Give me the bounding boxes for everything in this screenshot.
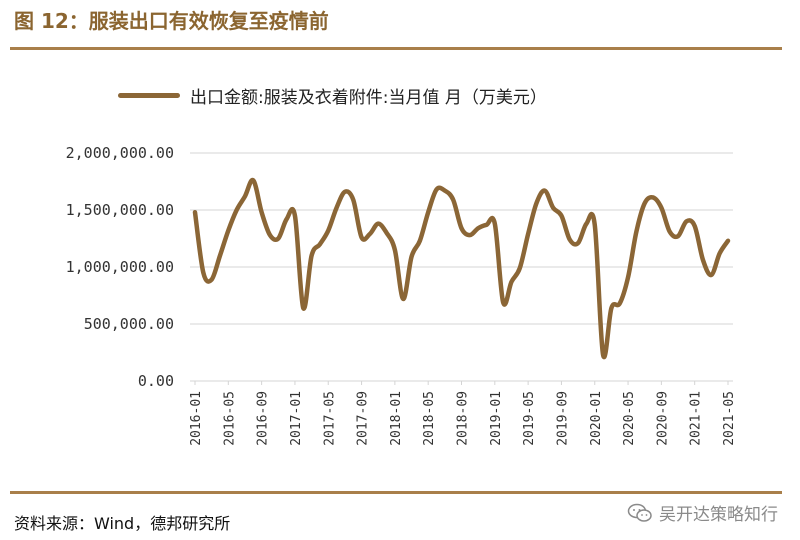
bottom-rule bbox=[10, 491, 782, 494]
x-tick-label: 2018-05 bbox=[422, 391, 437, 446]
x-tick-label: 2019-05 bbox=[522, 391, 537, 446]
figure-title: 图 12：服装出口有效恢复至疫情前 bbox=[14, 9, 329, 33]
legend-label: 出口金额:服装及衣着附件:当月值 月（万美元） bbox=[190, 87, 547, 108]
y-tick-label: 1,000,000.00 bbox=[66, 258, 174, 276]
y-tick-label: 2,000,000.00 bbox=[66, 144, 174, 162]
y-tick-label: 0.00 bbox=[138, 372, 174, 390]
watermark: 吴开达策略知行 bbox=[627, 500, 778, 525]
top-rule bbox=[10, 47, 782, 50]
x-tick-label: 2021-01 bbox=[689, 391, 704, 446]
series-layer bbox=[192, 177, 731, 360]
source-note: 资料来源：Wind，德邦研究所 bbox=[14, 514, 231, 533]
y-axis-tick-labels: 0.00 500,000.00 1,000,000.00 1,500,000.00 2,… bbox=[66, 144, 174, 390]
x-tick-label: 2020-05 bbox=[622, 391, 637, 446]
x-tick-label: 2016-01 bbox=[189, 391, 204, 446]
legend: 出口金额:服装及衣着附件:当月值 月（万美元） bbox=[118, 80, 547, 110]
x-tick-label: 2017-09 bbox=[356, 391, 371, 446]
x-tick-label: 2018-01 bbox=[389, 391, 404, 446]
watermark-label: 吴开达策略知行 bbox=[659, 505, 778, 525]
y-tick-label: 500,000.00 bbox=[84, 315, 174, 333]
x-tick-label: 2018-09 bbox=[456, 391, 471, 446]
x-tick-label: 2019-01 bbox=[489, 391, 504, 446]
legend-swatch bbox=[118, 92, 180, 98]
x-tick-label: 2020-01 bbox=[589, 391, 604, 446]
y-tick-label: 1,500,000.00 bbox=[66, 201, 174, 219]
wechat-icon bbox=[627, 503, 652, 522]
x-tick-label: 2017-01 bbox=[289, 391, 304, 446]
x-tick-label: 2020-09 bbox=[655, 391, 670, 446]
x-tick-label: 2017-05 bbox=[322, 391, 337, 446]
x-tick-label: 2019-09 bbox=[555, 391, 570, 446]
x-tick-label: 2016-09 bbox=[256, 391, 271, 446]
series-line bbox=[192, 177, 731, 360]
x-tick-label: 2016-05 bbox=[222, 391, 237, 446]
x-tick-label: 2021-05 bbox=[722, 391, 737, 446]
x-axis-tick-labels: 2016-01 2016-05 2016-09 2017-01 2017-05 2017-… bbox=[189, 381, 737, 446]
grid-lines bbox=[190, 152, 733, 382]
